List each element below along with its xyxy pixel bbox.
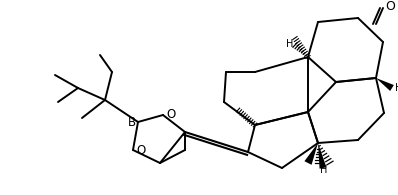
Polygon shape: [318, 143, 326, 169]
Text: O: O: [385, 1, 395, 13]
Text: O: O: [166, 108, 175, 121]
Polygon shape: [304, 143, 318, 165]
Text: B: B: [128, 115, 136, 129]
Text: H: H: [320, 165, 328, 175]
Text: H: H: [286, 39, 293, 49]
Text: H: H: [395, 83, 398, 93]
Text: O: O: [136, 144, 145, 157]
Polygon shape: [376, 78, 394, 91]
